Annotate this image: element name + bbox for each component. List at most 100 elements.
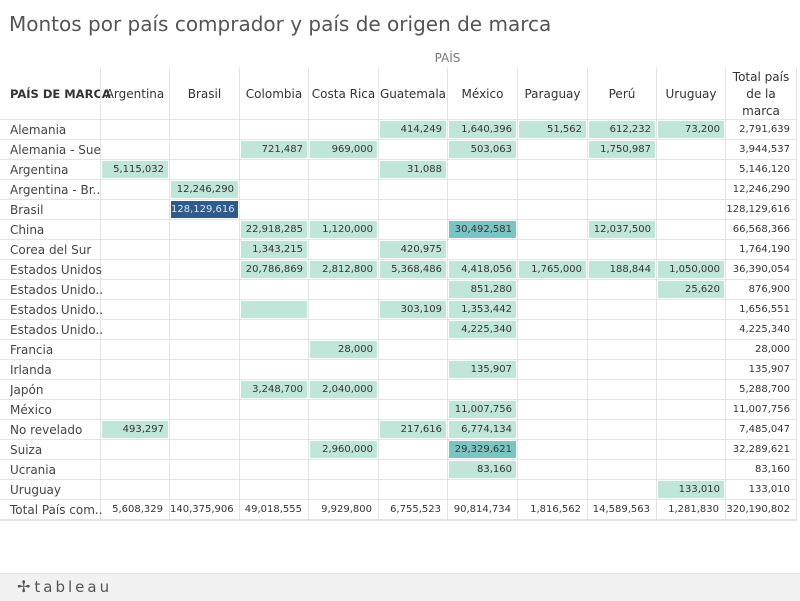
grid-line — [0, 159, 797, 160]
grid-line — [0, 119, 797, 120]
heatmap-cell: 28,000 — [310, 341, 377, 358]
heatmap-cell: 1,050,000 — [658, 261, 724, 278]
column-header: Guatemala — [379, 86, 447, 101]
heatmap-cell: 969,000 — [310, 141, 377, 158]
row-total-cell: 3,944,537 — [739, 144, 790, 155]
heatmap-cell: 83,160 — [449, 461, 516, 478]
row-total-cell: 4,225,340 — [739, 324, 790, 335]
heatmap-cell: 2,812,800 — [310, 261, 377, 278]
chart-title: Montos por país comprador y país de orig… — [9, 12, 552, 36]
grid-line — [0, 179, 797, 180]
grid-line — [0, 399, 797, 400]
heatmap-cell: 1,120,000 — [310, 221, 377, 238]
grid-line — [0, 199, 797, 200]
row-label: China — [10, 223, 45, 237]
column-total-cell: 49,018,555 — [244, 504, 302, 515]
row-total-cell: 1,764,190 — [739, 244, 790, 255]
grid-line — [239, 68, 240, 520]
row-label: Argentina — [10, 163, 69, 177]
grid-line — [100, 68, 101, 520]
grid-line — [0, 519, 797, 520]
total-row-label: Total País com.. — [10, 503, 102, 517]
grid-line — [0, 459, 797, 460]
column-header: Uruguay — [665, 86, 717, 101]
row-total-cell: 28,000 — [755, 344, 790, 355]
grid-line — [308, 68, 309, 520]
heatmap-cell: 30,492,581 — [449, 221, 516, 238]
heatmap-cell: 128,129,616 — [171, 201, 238, 218]
column-total-cell: 14,589,563 — [592, 504, 650, 515]
row-label: Ucrania — [10, 463, 56, 477]
heatmap-cell: 12,037,500 — [589, 221, 655, 238]
row-total-cell: 876,900 — [748, 284, 790, 295]
grid-line — [447, 68, 448, 520]
heatmap-cell: 1,640,396 — [449, 121, 516, 138]
heatmap-cell: 22,918,285 — [241, 221, 307, 238]
heatmap-cell: 217,616 — [380, 421, 446, 438]
row-label: Suiza — [10, 443, 43, 457]
row-total-cell: 12,246,290 — [732, 184, 790, 195]
column-header: Colombia — [245, 86, 303, 101]
heatmap-cell: 3,248,700 — [241, 381, 307, 398]
heatmap-cell: 4,225,340 — [449, 321, 516, 338]
total-column-header: Total país de la marca — [732, 69, 790, 118]
heatmap-cell: 12,246,290 — [171, 181, 238, 198]
heatmap-cell: 612,232 — [589, 121, 655, 138]
row-label: Estados Unido.. — [10, 283, 102, 297]
heatmap-cell: 1,353,442 — [449, 301, 516, 318]
heatmap-cell: 303,109 — [380, 301, 446, 318]
heatmap-cell: 4,418,056 — [449, 261, 516, 278]
row-total-cell: 7,485,047 — [739, 424, 790, 435]
column-header: Brasil — [187, 86, 222, 101]
row-label: México — [10, 403, 52, 417]
grid-line — [0, 359, 797, 360]
heatmap-cell: 851,280 — [449, 281, 516, 298]
grid-line — [0, 520, 797, 521]
row-label: Japón — [10, 383, 44, 397]
column-total-cell: 1,816,562 — [530, 504, 581, 515]
heatmap-cell: 135,907 — [449, 361, 516, 378]
column-header: Costa Rica — [311, 86, 376, 101]
grid-line — [0, 279, 797, 280]
grid-line — [0, 339, 797, 340]
heatmap-cell: 5,115,032 — [102, 161, 168, 178]
heatmap-cell: 721,487 — [241, 141, 307, 158]
heatmap-cell: 414,249 — [380, 121, 446, 138]
logo-text: tableau — [34, 577, 113, 596]
grid-line — [169, 68, 170, 520]
grid-line — [517, 68, 518, 520]
grid-line — [656, 68, 657, 520]
grid-line — [725, 68, 726, 520]
heatmap-cell: 25,620 — [658, 281, 724, 298]
heatmap-cell — [241, 301, 307, 318]
grid-line — [0, 259, 797, 260]
grid-line — [0, 139, 797, 140]
grid-line — [796, 68, 797, 520]
heatmap-cell: 31,088 — [380, 161, 446, 178]
column-total-cell: 6,755,523 — [390, 504, 441, 515]
row-total-cell: 32,289,621 — [732, 444, 790, 455]
row-label: Francia — [10, 343, 54, 357]
row-total-cell: 133,010 — [748, 484, 790, 495]
column-group-label: PAÍS — [434, 51, 461, 65]
grand-total-cell: 320,190,802 — [726, 504, 790, 515]
row-total-cell: 36,390,054 — [732, 264, 790, 275]
heatmap-cell: 51,562 — [519, 121, 586, 138]
grid-line — [0, 319, 797, 320]
heatmap-cell: 5,368,486 — [380, 261, 446, 278]
row-label: Estados Unido.. — [10, 323, 102, 337]
tableau-logo[interactable]: ✢ tableau — [17, 577, 112, 596]
heatmap-cell: 503,063 — [449, 141, 516, 158]
heatmap-cell: 1,750,987 — [589, 141, 655, 158]
footer-bar — [0, 573, 800, 601]
heatmap-cell: 6,774,134 — [449, 421, 516, 438]
column-total-cell: 9,929,800 — [321, 504, 372, 515]
column-header: Paraguay — [524, 86, 581, 101]
heatmap-cell: 1,343,215 — [241, 241, 307, 258]
heatmap-cell: 2,960,000 — [310, 441, 377, 458]
row-total-cell: 5,146,120 — [739, 164, 790, 175]
row-label: Alemania — [10, 123, 67, 137]
row-total-cell: 135,907 — [748, 364, 790, 375]
grid-line — [0, 299, 797, 300]
row-label: Corea del Sur — [10, 243, 92, 257]
